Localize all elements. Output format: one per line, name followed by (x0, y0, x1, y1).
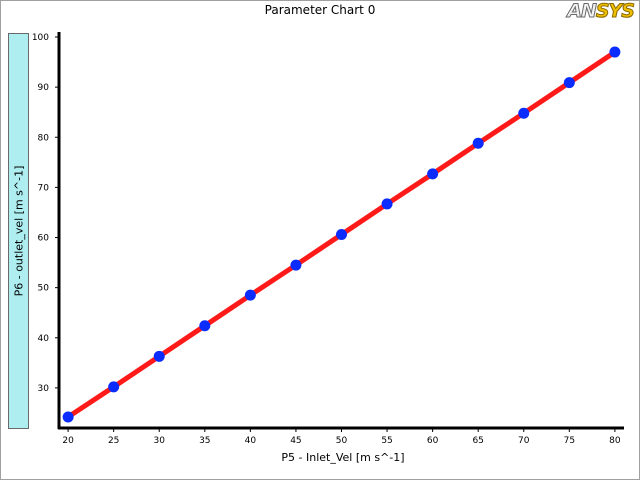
logo-text-main: AN (567, 0, 598, 23)
x-tick-label: 75 (564, 436, 575, 446)
data-point (427, 168, 439, 180)
x-tick-label: 25 (108, 436, 119, 446)
y-tick-label: 50 (38, 284, 50, 294)
x-tick-label: 55 (381, 436, 392, 446)
y-tick-label: 80 (38, 133, 50, 143)
data-point (290, 259, 302, 271)
data-point (336, 229, 347, 241)
data-point (153, 350, 165, 362)
x-tick-label: 35 (199, 436, 210, 446)
data-point (518, 107, 530, 119)
y-tick-label: 70 (38, 183, 50, 193)
data-point (563, 77, 575, 89)
x-tick-label: 40 (245, 436, 257, 446)
logo-text-accent: SYS (595, 0, 635, 23)
x-tick-label: 80 (609, 436, 621, 446)
x-tick-label: 70 (518, 436, 530, 446)
ansys-logo: ANSYS (567, 0, 636, 23)
x-tick-label: 65 (472, 436, 483, 446)
chart-title: Parameter Chart 0 (264, 3, 376, 17)
data-point (609, 46, 621, 58)
y-tick-label: 90 (38, 83, 50, 93)
y-tick-label: 100 (32, 33, 49, 43)
y-axis-label-panel: P6 - outlet_vel [m s^-1] (8, 33, 29, 429)
data-point (244, 289, 256, 301)
data-point (199, 320, 211, 332)
y-tick-label: 60 (38, 234, 50, 244)
data-point (108, 381, 120, 393)
x-tick-label: 60 (427, 436, 439, 446)
x-axis-label: P5 - Inlet_Vel [m s^-1] (281, 451, 405, 464)
y-tick-label: 30 (38, 384, 50, 394)
y-tick-label: 40 (38, 334, 50, 344)
x-tick-label: 30 (154, 436, 166, 446)
data-point (381, 198, 393, 210)
x-tick-label: 45 (290, 436, 301, 446)
data-point (472, 137, 484, 149)
x-tick-label: 50 (336, 436, 348, 446)
data-point (62, 411, 74, 423)
x-tick-label: 20 (62, 436, 74, 446)
